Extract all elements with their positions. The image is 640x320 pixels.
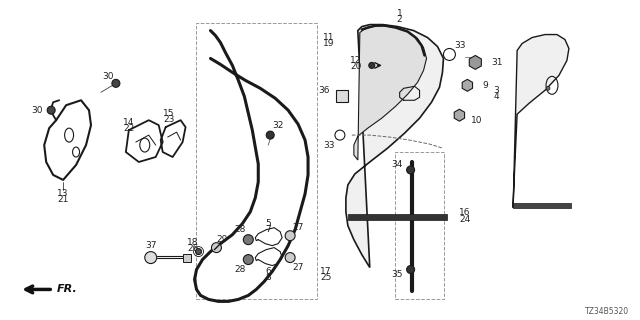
Bar bbox=[395, 152, 444, 300]
Text: 27: 27 bbox=[292, 223, 304, 232]
Circle shape bbox=[196, 249, 202, 255]
Bar bbox=[196, 23, 317, 300]
Text: 14: 14 bbox=[123, 118, 134, 127]
Circle shape bbox=[369, 62, 375, 68]
Circle shape bbox=[285, 231, 295, 241]
Text: 21: 21 bbox=[58, 195, 69, 204]
Text: TZ34B5320: TZ34B5320 bbox=[584, 307, 628, 316]
Text: 15: 15 bbox=[163, 109, 175, 118]
Text: 33: 33 bbox=[454, 41, 466, 50]
Text: 22: 22 bbox=[124, 124, 134, 132]
Text: 13: 13 bbox=[58, 189, 69, 198]
Text: 4: 4 bbox=[493, 92, 499, 101]
Bar bbox=[336, 90, 348, 102]
Text: 10: 10 bbox=[471, 116, 483, 125]
Text: 11: 11 bbox=[323, 33, 335, 42]
Polygon shape bbox=[513, 35, 569, 208]
Polygon shape bbox=[454, 109, 465, 121]
Circle shape bbox=[546, 86, 550, 90]
Text: 32: 32 bbox=[273, 121, 284, 130]
Text: 9: 9 bbox=[483, 81, 488, 90]
Text: 7: 7 bbox=[266, 225, 271, 234]
Text: 31: 31 bbox=[492, 58, 503, 67]
Circle shape bbox=[406, 266, 415, 274]
Text: 18: 18 bbox=[187, 238, 198, 247]
Polygon shape bbox=[469, 55, 481, 69]
Bar bbox=[348, 214, 447, 220]
Text: 25: 25 bbox=[320, 273, 332, 282]
Text: 23: 23 bbox=[163, 115, 174, 124]
Text: 16: 16 bbox=[460, 208, 471, 217]
Circle shape bbox=[145, 252, 157, 264]
Text: 12: 12 bbox=[351, 56, 362, 65]
Text: 30: 30 bbox=[31, 106, 43, 115]
Text: 28: 28 bbox=[235, 265, 246, 274]
Text: 2: 2 bbox=[397, 15, 403, 24]
Text: 27: 27 bbox=[292, 263, 304, 272]
Text: 8: 8 bbox=[266, 273, 271, 282]
Circle shape bbox=[211, 243, 221, 252]
Text: 34: 34 bbox=[391, 160, 403, 170]
Text: 1: 1 bbox=[397, 9, 403, 18]
Text: 30: 30 bbox=[102, 72, 114, 81]
Circle shape bbox=[243, 255, 253, 265]
Circle shape bbox=[47, 106, 55, 114]
Polygon shape bbox=[354, 26, 426, 160]
Text: 29: 29 bbox=[217, 235, 228, 244]
Bar bbox=[182, 253, 191, 261]
Circle shape bbox=[243, 235, 253, 244]
Text: 26: 26 bbox=[187, 244, 198, 253]
Text: 19: 19 bbox=[323, 39, 335, 48]
Circle shape bbox=[406, 166, 415, 174]
Text: 37: 37 bbox=[145, 241, 157, 250]
Text: 6: 6 bbox=[266, 267, 271, 276]
Text: 5: 5 bbox=[266, 219, 271, 228]
Circle shape bbox=[112, 79, 120, 87]
Polygon shape bbox=[346, 25, 444, 268]
Text: 20: 20 bbox=[351, 62, 362, 71]
Text: 36: 36 bbox=[319, 86, 330, 95]
Text: 17: 17 bbox=[320, 267, 332, 276]
Text: 35: 35 bbox=[391, 270, 403, 279]
Circle shape bbox=[285, 252, 295, 262]
Text: 3: 3 bbox=[493, 86, 499, 95]
Text: FR.: FR. bbox=[57, 284, 78, 294]
Text: 28: 28 bbox=[235, 225, 246, 234]
Circle shape bbox=[266, 131, 274, 139]
Polygon shape bbox=[462, 79, 472, 91]
Text: 24: 24 bbox=[460, 215, 470, 224]
Bar bbox=[513, 203, 571, 208]
Text: 33: 33 bbox=[323, 140, 335, 149]
